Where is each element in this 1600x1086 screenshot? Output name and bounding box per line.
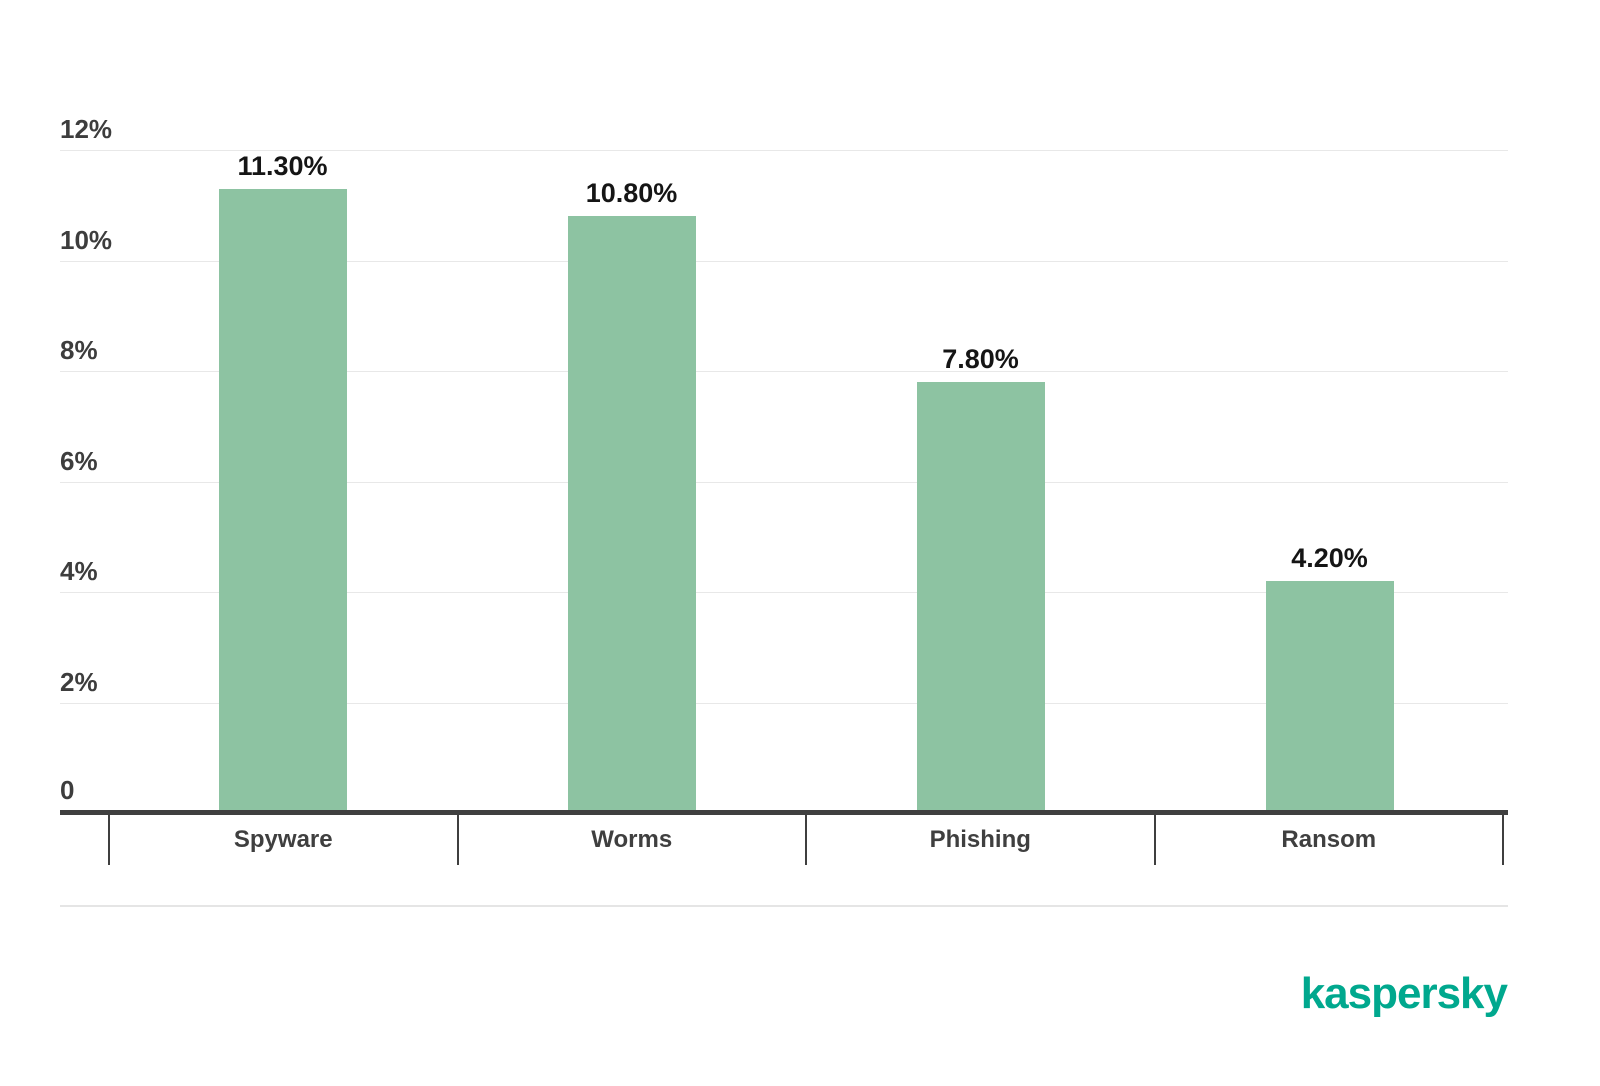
gridline — [60, 481, 1508, 483]
gridline — [60, 592, 1508, 593]
bar-value-label: 11.30% — [237, 150, 328, 181]
y-axis-label: 6% — [60, 445, 98, 476]
bar-value-label: 10.80% — [585, 178, 678, 209]
bar-ransom — [1265, 580, 1394, 813]
y-axis-label: 4% — [60, 556, 98, 587]
y-axis-label: 0 — [60, 775, 75, 806]
kaspersky-logo: kaspersky — [1300, 969, 1508, 1018]
gridline — [60, 371, 1508, 372]
x-axis-label-row: Spyware Worms Phishing Ransom — [108, 815, 1504, 865]
y-axis-label: 10% — [60, 224, 113, 255]
bar-worms — [567, 216, 696, 813]
x-axis-label: Phishing — [805, 815, 1154, 865]
gridline — [60, 702, 1508, 704]
x-axis-label: Spyware — [108, 815, 457, 865]
x-axis-line — [60, 810, 1508, 815]
plot-area: 12% 10% 8% 6% 4% 2% 0 11.30% 10.80% 7.80% 4.20% — [60, 115, 1508, 813]
bar-spyware — [218, 188, 347, 813]
y-axis-label: 2% — [60, 666, 98, 697]
x-axis-label: Worms — [456, 815, 806, 865]
bar-value-label: 7.80% — [942, 344, 1019, 375]
bar-phishing — [916, 382, 1045, 813]
x-axis-label: Ransom — [1153, 815, 1504, 865]
y-axis-label: 12% — [60, 114, 113, 145]
y-axis-label: 8% — [60, 335, 98, 366]
bar-value-label: 4.20% — [1291, 542, 1368, 573]
footer-divider — [60, 905, 1508, 907]
gridline — [60, 150, 1508, 151]
gridline — [60, 260, 1508, 262]
